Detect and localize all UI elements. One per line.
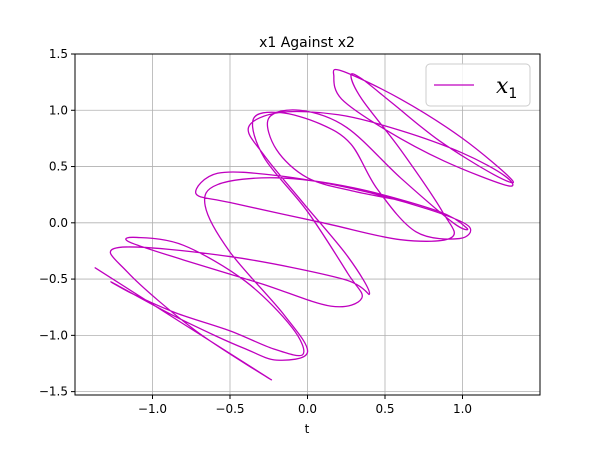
y-tick-label: −0.5 — [39, 272, 68, 286]
legend: x1 — [425, 63, 531, 107]
series-line-x1 — [94, 68, 514, 381]
y-tick-label: −1.5 — [39, 385, 68, 399]
y-tick-label: 0.0 — [49, 216, 68, 230]
y-tick-label: 1.0 — [49, 103, 68, 117]
legend-label: x1 — [496, 74, 517, 102]
x-axis-label: t — [305, 422, 310, 436]
y-tick-label: 0.5 — [49, 160, 68, 174]
x-tick-label: 0.5 — [375, 402, 394, 416]
x-tick-label: −0.5 — [215, 402, 244, 416]
x-tick-label: −1.0 — [138, 402, 167, 416]
y-tick-label: 1.5 — [49, 47, 68, 61]
chart-title: x1 Against x2 — [259, 35, 355, 51]
x-tick-label: 1.0 — [453, 402, 472, 416]
plot-area: −1.0 −0.5 0.0 0.5 1.0 −1.5 −1.0 −0.5 0.0 0.5 1.0 1.… — [39, 47, 541, 416]
legend-box — [425, 63, 531, 107]
x-tick-label: 0.0 — [298, 402, 317, 416]
y-tick-label: −1.0 — [39, 328, 68, 342]
